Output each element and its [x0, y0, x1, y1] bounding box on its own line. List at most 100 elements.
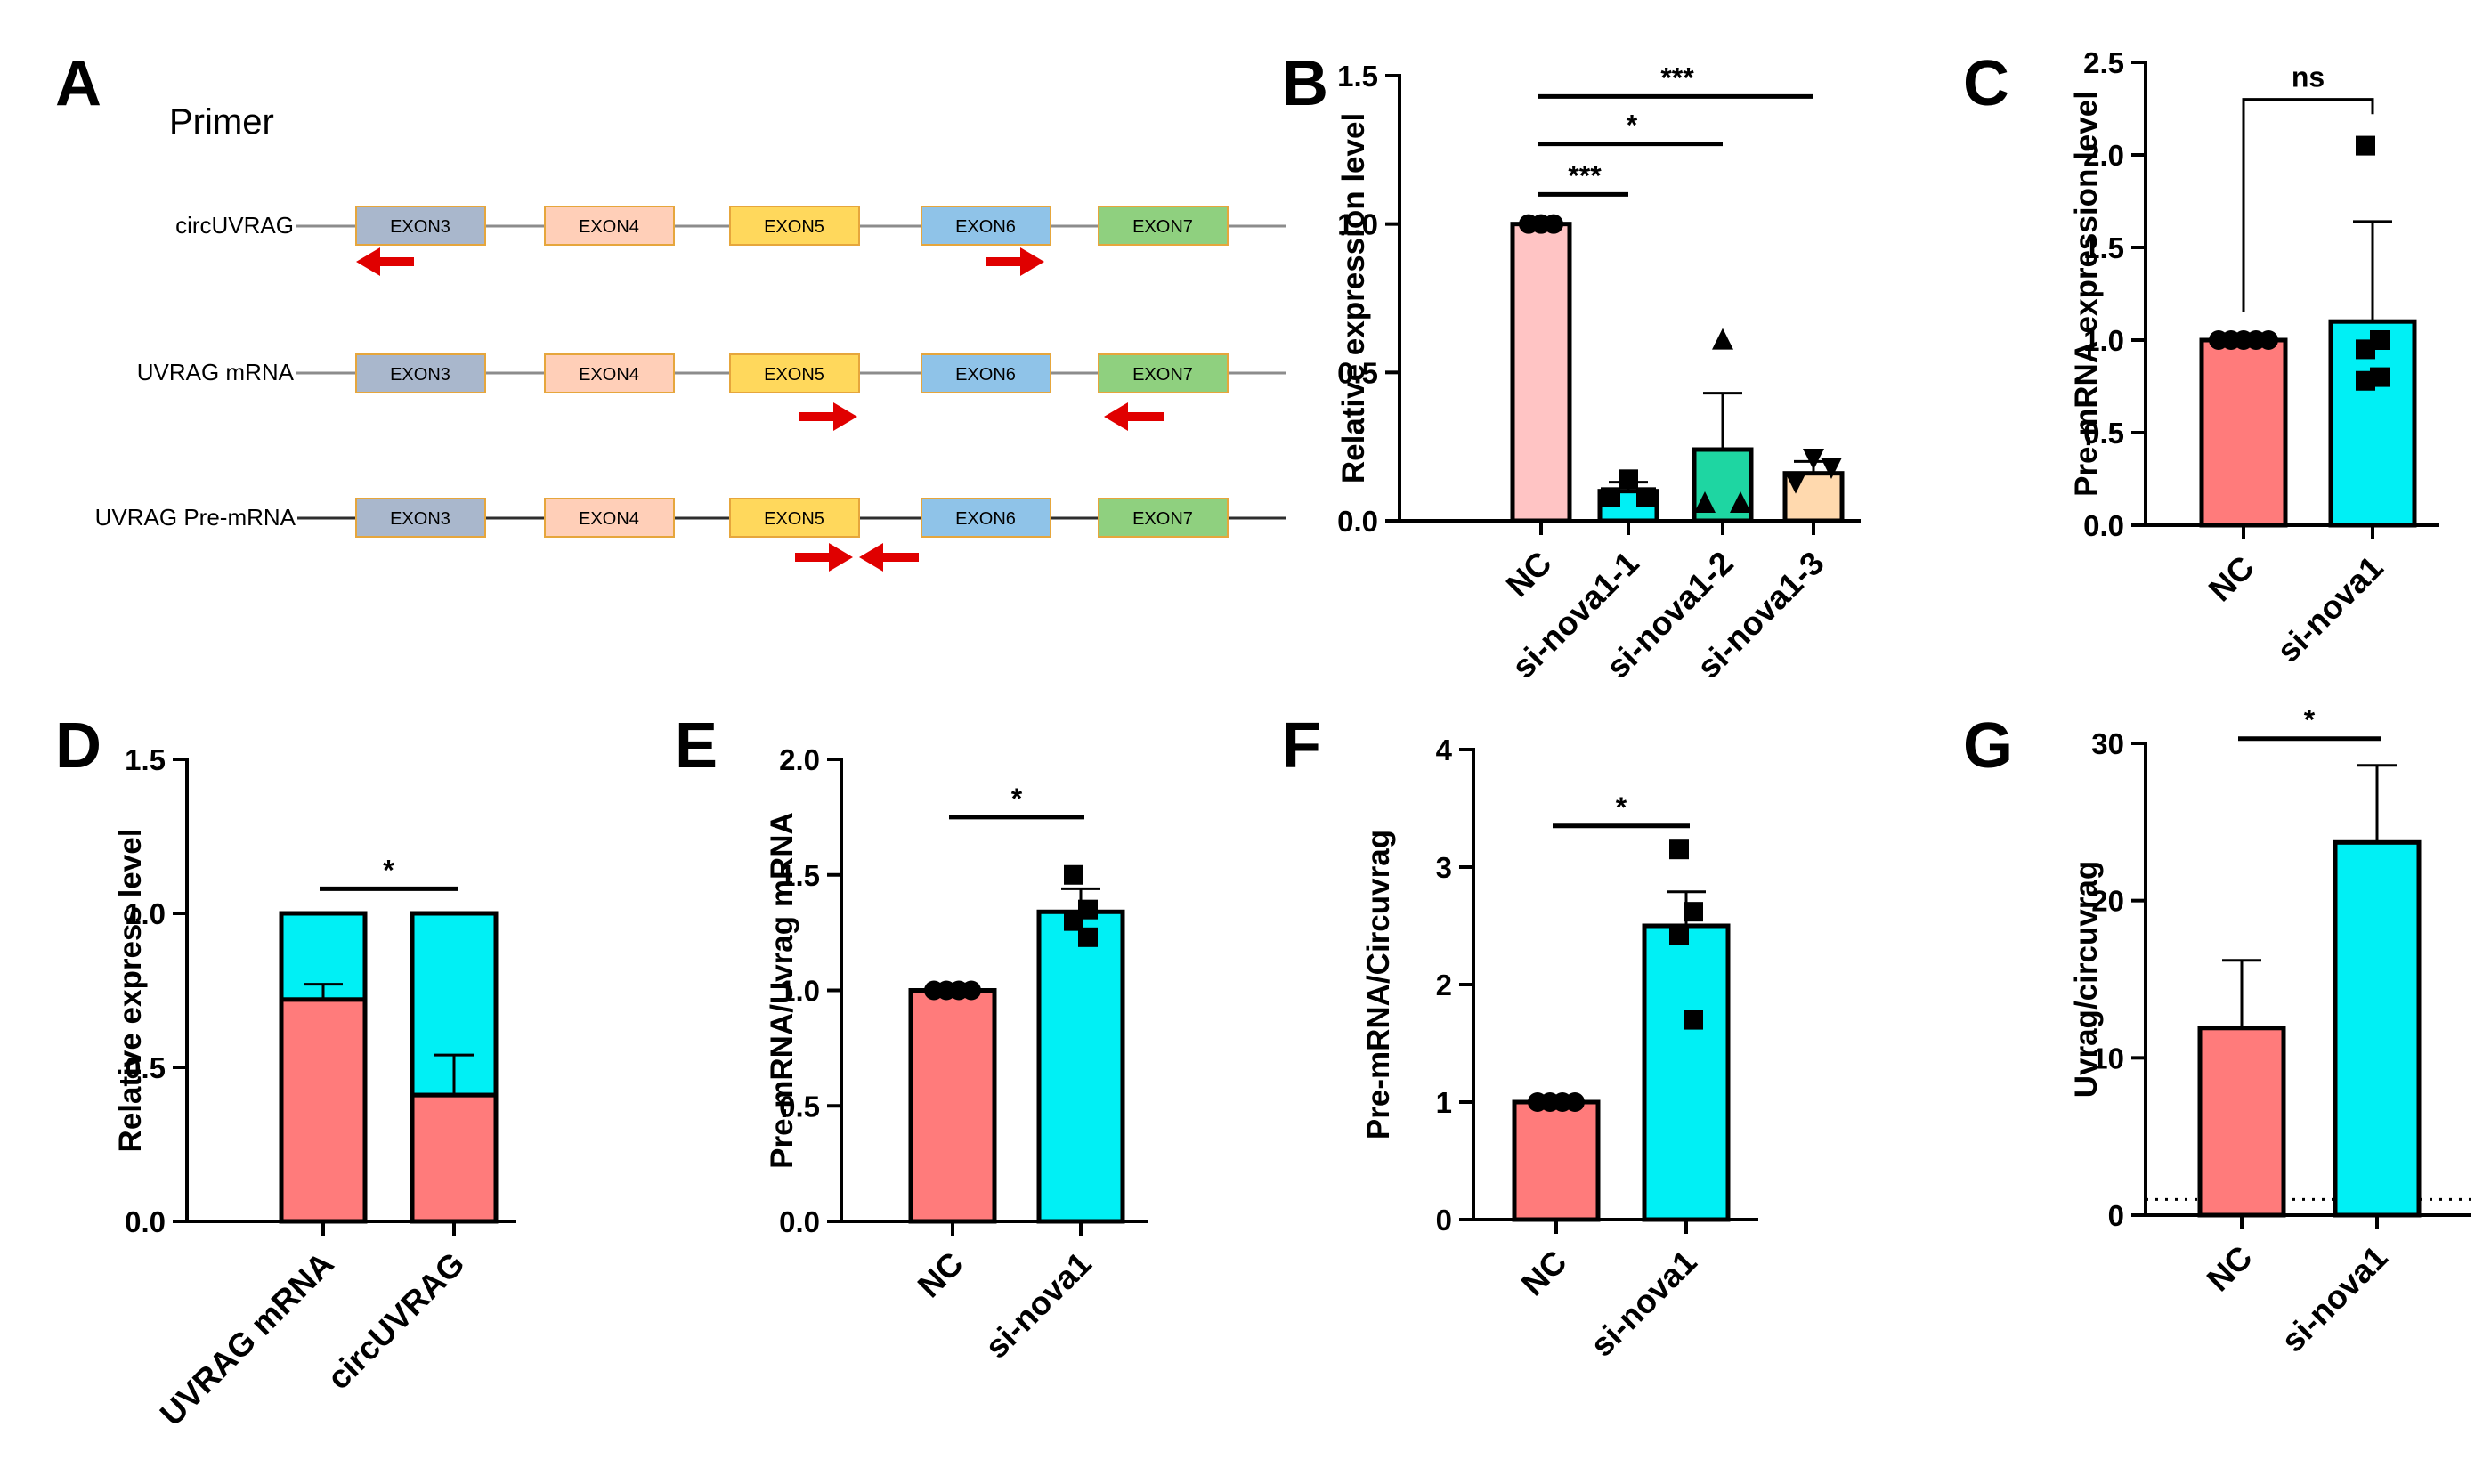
exon-4: EXON4	[544, 353, 675, 393]
panel-letter: F	[1282, 710, 1321, 782]
data-point	[1785, 472, 1806, 494]
svg-text:EXON4: EXON4	[579, 217, 639, 237]
data-point	[1544, 214, 1563, 234]
y-tick-label: 0	[2108, 1199, 2124, 1232]
track-label: UVRAG mRNA	[137, 359, 295, 385]
significance-label: ***	[1568, 159, 1602, 191]
x-category-label: NC	[1499, 545, 1559, 604]
significance-label: ***	[1660, 61, 1694, 93]
panel-letter: C	[1963, 48, 2009, 119]
x-category-label: si-nova1	[2270, 549, 2390, 669]
y-tick-label: 1.0	[125, 897, 166, 930]
bar	[2197, 1026, 2286, 1218]
y-tick-label: 20	[2091, 885, 2124, 918]
exon-3: EXON3	[355, 353, 486, 393]
svg-text:EXON6: EXON6	[955, 509, 1016, 529]
bar	[2199, 337, 2288, 528]
y-tick-label: 2.0	[2083, 139, 2124, 172]
y-axis-title: Pre-mRNA/Circuvrag	[1361, 830, 1396, 1139]
panel-letter: B	[1282, 48, 1328, 119]
svg-text:EXON7: EXON7	[1132, 365, 1193, 385]
exon-5: EXON5	[729, 498, 860, 538]
y-axis-title: Relative express level	[113, 829, 148, 1153]
svg-text:EXON3: EXON3	[390, 217, 450, 237]
panel-a-primer-diagram: A Primer circUVRAG EXON3 EXON4 EXON5 EXO…	[55, 48, 1286, 572]
bar	[2333, 839, 2422, 1218]
y-tick-label: 0.0	[1337, 505, 1378, 538]
y-tick-label: 1.5	[125, 743, 166, 776]
data-point	[1669, 925, 1689, 945]
exon-7: EXON7	[1098, 353, 1229, 393]
data-point	[1565, 1092, 1585, 1112]
y-tick-label: 1	[1436, 1086, 1452, 1119]
y-tick-label: 0.5	[779, 1090, 820, 1123]
x-category-label: NC	[911, 1245, 970, 1305]
bar	[1512, 1099, 1601, 1222]
y-tick-label: 2	[1436, 969, 1452, 1001]
y-tick-label: 1.5	[779, 859, 820, 892]
x-category-label: si-nova1	[978, 1245, 1099, 1366]
x-category-label: si-nova1	[1584, 1244, 1704, 1364]
svg-text:EXON6: EXON6	[955, 365, 1016, 385]
data-point	[1803, 449, 1824, 470]
svg-text:EXON4: EXON4	[579, 509, 639, 529]
svg-text:EXON5: EXON5	[764, 365, 824, 385]
svg-text:EXON5: EXON5	[764, 509, 824, 529]
track-uvrag-pre-mrna: UVRAG Pre-mRNA EXON3 EXON4 EXON5 EXON6 E…	[95, 498, 1286, 572]
data-point	[2259, 330, 2278, 350]
x-category-label: circUVRAG	[321, 1245, 472, 1397]
panel-d-chart: D Relative express level 0.0 0.5 1.0 1.5 UVRAG…	[55, 710, 516, 1432]
y-tick-label: 2.0	[779, 743, 820, 776]
data-point	[1684, 1010, 1703, 1030]
y-axis-title: Relative expression level	[1336, 113, 1371, 483]
primer-arrow-forward	[795, 543, 853, 572]
data-point	[1064, 911, 1083, 931]
y-tick-label: 1.0	[779, 975, 820, 1008]
bar	[908, 988, 997, 1224]
y-tick-label: 0.0	[125, 1205, 166, 1238]
track-circuvrag: circUVRAG EXON3 EXON4 EXON5 EXON6 EXON7	[175, 206, 1286, 276]
y-tick-label: 0.5	[2083, 417, 2124, 450]
y-tick-label: 1.0	[1337, 208, 1378, 241]
bar	[2328, 319, 2417, 528]
panel-c-chart: C Pre-mRNA expression level 0.0 0.5 1.0 1.5 2.…	[1963, 46, 2439, 669]
x-category-label: NC	[1514, 1244, 1574, 1303]
track-uvrag-mrna: UVRAG mRNA EXON3 EXON4 EXON5 EXON6 EXON7	[137, 353, 1286, 431]
exon-4: EXON4	[544, 498, 675, 538]
y-tick-label: 0.0	[779, 1205, 820, 1238]
data-point	[1821, 458, 1842, 479]
data-point	[1712, 328, 1733, 350]
y-axis-title: Uvrag/circuvrag	[2069, 861, 2104, 1099]
y-tick-label: 0	[1436, 1204, 1452, 1237]
exon-5: EXON5	[729, 206, 860, 246]
exon-5: EXON5	[729, 353, 860, 393]
panel-letter: E	[675, 710, 718, 782]
panel-g-chart: G Uvrag/circuvrag 0 10 20 30 NC si-nova1 *	[1963, 704, 2471, 1359]
svg-text:EXON7: EXON7	[1132, 509, 1193, 529]
exon-3: EXON3	[355, 206, 486, 246]
bar-segment-lower	[410, 1092, 499, 1224]
bar	[1036, 909, 1125, 1224]
bar	[1510, 222, 1572, 523]
panel-letter: D	[55, 710, 101, 782]
data-point	[1669, 839, 1689, 860]
y-tick-label: 0.0	[2083, 509, 2124, 542]
data-point	[1694, 491, 1716, 513]
y-tick-label: 30	[2091, 727, 2124, 760]
y-tick-label: 2.5	[2083, 46, 2124, 79]
x-category-label: si-nova1	[2275, 1239, 2395, 1359]
exon-6: EXON6	[921, 498, 1051, 538]
data-point	[2356, 339, 2375, 360]
y-tick-label: 0.5	[1337, 356, 1378, 389]
primer-arrow-reverse	[859, 543, 919, 572]
panel-letter: G	[1963, 710, 2013, 782]
bar	[1642, 923, 1731, 1222]
data-point	[1619, 469, 1638, 490]
y-tick-label: 0.5	[125, 1051, 166, 1084]
x-category-label: NC	[2200, 1239, 2260, 1299]
y-tick-label: 1.5	[1337, 60, 1378, 93]
data-point	[1636, 487, 1656, 507]
y-tick-label: 1.0	[2083, 324, 2124, 357]
